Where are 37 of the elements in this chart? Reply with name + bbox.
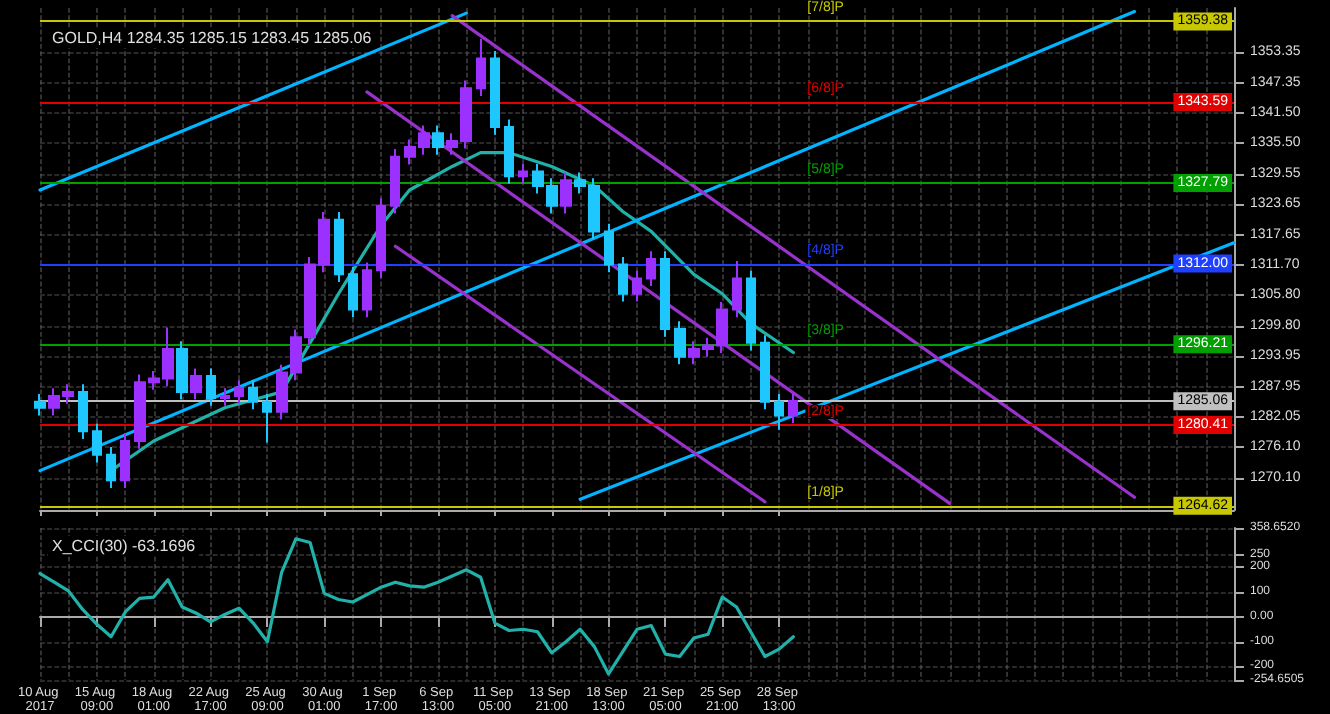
candlestick	[220, 387, 230, 407]
candlestick	[504, 118, 514, 185]
text: X_CCI(30) -63.1696	[52, 537, 197, 555]
candlestick	[334, 210, 344, 283]
candlestick	[78, 383, 88, 440]
candlestick	[362, 261, 372, 319]
candlestick	[732, 260, 742, 319]
candlestick	[176, 340, 188, 401]
candlestick	[476, 37, 486, 97]
candlestick	[190, 367, 202, 401]
candlestick	[646, 250, 656, 288]
candlestick	[618, 255, 628, 303]
candlestick	[518, 162, 528, 185]
candlestick	[674, 320, 686, 366]
candlestick	[432, 124, 444, 156]
candlestick	[348, 265, 358, 319]
candlestick	[92, 422, 102, 464]
candlestick	[120, 432, 130, 490]
candlestick	[390, 148, 400, 215]
candlestick	[106, 446, 116, 490]
candlestick	[746, 269, 756, 352]
candlestick	[788, 392, 798, 425]
line-series	[38, 537, 795, 676]
candlestick	[248, 379, 258, 411]
candlestick	[34, 392, 46, 417]
candlestick	[234, 379, 244, 405]
candlestick	[206, 367, 216, 407]
candlestick	[660, 250, 670, 338]
text: GOLD,H4 1284.35 1285.15 1283.45 1285.06	[52, 29, 373, 47]
candlestick	[490, 49, 500, 136]
candlestick	[604, 222, 614, 274]
candlestick	[376, 197, 386, 279]
candlestick	[632, 269, 642, 303]
candlestick	[760, 334, 770, 411]
candlestick	[774, 392, 784, 431]
candlestick	[262, 392, 272, 444]
candlestick	[560, 171, 572, 215]
